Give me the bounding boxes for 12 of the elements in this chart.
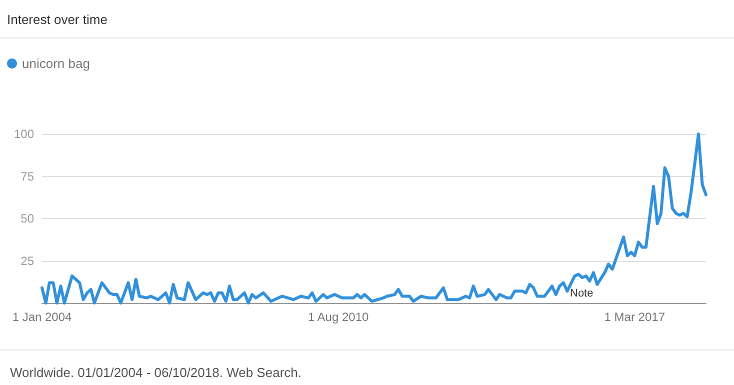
y-tick-label: 75 (20, 169, 34, 184)
y-tick-label: 50 (20, 212, 34, 226)
annotation: Note (570, 288, 594, 300)
chart-title: Interest over time (7, 12, 108, 27)
x-tick-label: 1 Mar 2017 (604, 310, 666, 324)
line-series (40, 132, 708, 304)
y-tick-label: 100 (14, 127, 34, 141)
x-tick-label: 1 Aug 2010 (308, 310, 369, 324)
text: Worldwide. 01/01/2004 - 06/10/2018. Web Search. (10, 365, 302, 380)
y-tick-label: 25 (20, 254, 34, 268)
legend-label: unicorn bag (22, 56, 90, 71)
x-tick-label: 1 Jan 2004 (12, 310, 72, 324)
